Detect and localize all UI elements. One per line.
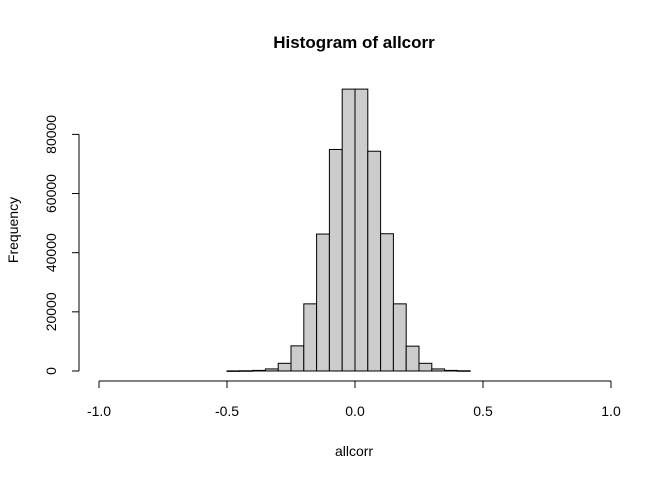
y-tick-label: 20000 — [43, 292, 59, 331]
histogram-bar — [226, 370, 241, 372]
histogram-bar — [418, 362, 433, 372]
histogram-bar — [264, 368, 279, 372]
histogram-bar — [239, 370, 254, 372]
histogram-bar — [328, 148, 343, 372]
y-tick-label: 80000 — [43, 115, 59, 154]
x-tick-label: -0.5 — [215, 403, 239, 419]
histogram-bar — [290, 345, 305, 372]
x-tick-label: 0.0 — [345, 403, 365, 419]
x-tick-label: -1.0 — [87, 403, 111, 419]
histogram-bar — [405, 345, 420, 372]
y-axis-label: Frequency — [5, 197, 21, 263]
histogram-bar — [367, 150, 382, 372]
histogram-bar — [380, 233, 394, 372]
x-tick-label: 0.5 — [473, 403, 493, 419]
histogram-bar — [456, 370, 471, 372]
histogram-bar — [316, 233, 330, 372]
histogram-bar — [277, 362, 292, 372]
histogram-bar — [341, 88, 356, 372]
y-tick-label: 0 — [43, 367, 59, 375]
histogram-bar — [354, 88, 369, 372]
histogram-bar — [392, 303, 407, 372]
x-axis-label: allcorr — [335, 443, 373, 459]
x-tick-label: 1.0 — [601, 403, 621, 419]
histogram-bar — [252, 369, 266, 372]
histogram-bar — [303, 303, 318, 372]
y-tick-label: 60000 — [43, 174, 59, 213]
chart-title: Histogram of allcorr — [273, 33, 435, 52]
histogram-bar — [444, 369, 458, 372]
bars-group — [226, 88, 471, 372]
y-axis: 0 20000 40000 60000 80000 — [43, 115, 80, 375]
y-tick-label: 40000 — [43, 233, 59, 272]
x-axis: -1.0 -0.5 0.0 0.5 1.0 — [87, 380, 621, 419]
histogram-bar — [431, 368, 446, 372]
